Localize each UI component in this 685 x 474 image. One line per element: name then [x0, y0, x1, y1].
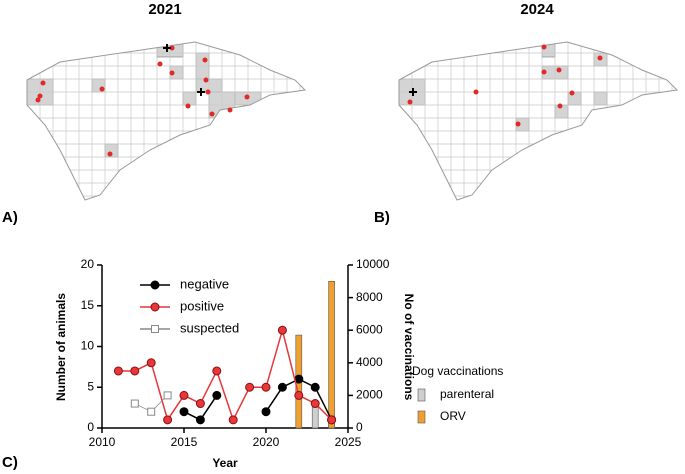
panel-label: C)	[2, 454, 18, 471]
point	[163, 391, 172, 400]
y-tick-label: 20	[81, 257, 95, 271]
map-2024: 2024 B)	[374, 1, 682, 226]
y-tick-label: 0	[87, 420, 94, 434]
point	[277, 382, 287, 392]
legend-label: negative	[180, 276, 229, 291]
legend-label: suspected	[180, 320, 239, 335]
y2-tick-label: 8000	[356, 290, 383, 304]
point	[245, 382, 255, 392]
y2-tick-label: 2000	[356, 388, 383, 402]
point	[113, 366, 123, 376]
point	[179, 407, 189, 417]
x-tick-label: 2025	[335, 435, 362, 449]
panel-label: A)	[2, 209, 18, 226]
y-tick-label: 15	[81, 298, 95, 312]
panel-label: B)	[374, 209, 390, 226]
legend-swatch	[417, 388, 426, 402]
x-tick-label: 2020	[253, 435, 280, 449]
map-2021: 2021 A)	[2, 1, 310, 226]
legend-label: parenteral	[440, 387, 494, 401]
x-tick-label: 2015	[171, 435, 198, 449]
legend-marker	[150, 280, 160, 290]
y2-tick-label: 10000	[356, 257, 390, 271]
point	[212, 366, 222, 376]
legend-marker	[150, 302, 160, 312]
y-tick-label: 10	[81, 339, 95, 353]
point	[147, 407, 156, 416]
point	[195, 399, 205, 409]
point	[228, 415, 238, 425]
legend-label: ORV	[440, 409, 466, 423]
point	[261, 407, 271, 417]
legend-swatch	[417, 410, 426, 424]
point	[195, 415, 205, 425]
point	[179, 390, 189, 400]
map-title: 2024	[520, 1, 554, 18]
point	[130, 366, 140, 376]
x-axis-label: Year	[212, 456, 238, 470]
bar	[328, 280, 335, 429]
y2-tick-label: 4000	[356, 355, 383, 369]
point	[277, 325, 287, 335]
y2-tick-label: 0	[356, 420, 363, 434]
line	[183, 378, 333, 421]
point	[212, 390, 222, 400]
legend-marker	[151, 325, 159, 333]
y-axis-label: Number of animals	[54, 293, 68, 401]
point	[146, 358, 156, 368]
point	[327, 415, 337, 425]
point	[261, 382, 271, 392]
x-tick-label: 2010	[89, 435, 116, 449]
line	[118, 327, 333, 422]
point	[310, 399, 320, 409]
chart: C) Year Number of animals No of vaccinat…	[2, 257, 503, 471]
bar	[311, 404, 319, 429]
point	[163, 415, 173, 425]
legend-title: Dog vaccinations	[412, 364, 503, 378]
point	[310, 382, 320, 392]
point	[294, 390, 304, 400]
legend-label: positive	[180, 298, 224, 313]
point	[130, 399, 139, 408]
y-tick-label: 5	[87, 379, 94, 393]
y2-axis-label: No of vaccinations	[402, 294, 416, 401]
map-title: 2021	[148, 1, 181, 18]
y2-tick-label: 6000	[356, 322, 383, 336]
